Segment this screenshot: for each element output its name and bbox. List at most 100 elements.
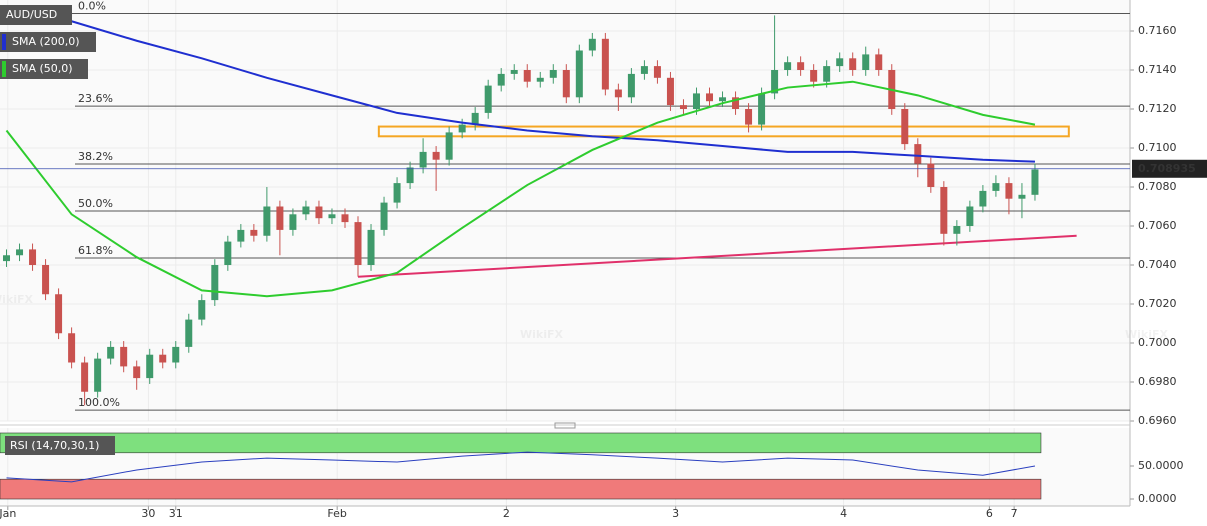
x-tick-label: Feb — [327, 507, 346, 520]
y-tick-label: 0.7120 — [1138, 102, 1177, 115]
candle-body — [276, 206, 284, 230]
candle-body — [771, 70, 779, 94]
candle-body — [432, 151, 440, 160]
y-tick-label: 0.7080 — [1138, 180, 1177, 193]
candle-body — [3, 255, 11, 262]
y-tick-label: 0.7060 — [1138, 219, 1177, 232]
candle-body — [497, 73, 505, 86]
candle-body — [341, 214, 349, 223]
legend-label: SMA (50,0) — [12, 62, 73, 75]
candle-body — [706, 93, 714, 102]
candle-body — [575, 50, 583, 98]
candle-body — [484, 85, 492, 113]
legend-box — [0, 32, 96, 52]
x-tick-label: 4 — [840, 507, 847, 520]
rsi-upper-band — [0, 432, 1042, 454]
candle-body — [627, 73, 635, 98]
legend-box — [0, 5, 72, 25]
y-tick-label: 0.7040 — [1138, 258, 1177, 271]
candle-body — [966, 206, 974, 227]
last-price-box — [1132, 159, 1207, 178]
x-tick-label: 2 — [503, 507, 510, 520]
candle-body — [406, 167, 414, 184]
candle-body — [810, 70, 818, 82]
candle-body — [16, 249, 24, 256]
candle-body — [510, 70, 518, 74]
candle-body — [692, 93, 700, 110]
divider-grip[interactable] — [554, 422, 576, 429]
candle-body — [940, 187, 948, 234]
candle-body — [784, 62, 792, 71]
candle-body — [263, 206, 271, 236]
x-tick-label: 31 — [169, 507, 183, 520]
candle-body — [445, 132, 453, 160]
candle-body — [666, 77, 674, 106]
candle-body — [562, 70, 570, 98]
candle-body — [380, 202, 388, 230]
legend-box — [0, 59, 88, 79]
y-tick-label: 0.7020 — [1138, 297, 1177, 310]
candle-body — [185, 319, 193, 347]
candle-body — [653, 66, 661, 78]
candle-body — [146, 354, 154, 379]
watermark: WikiFX — [0, 293, 34, 306]
rsi-lower-band — [0, 478, 1042, 500]
candle-body — [159, 354, 167, 363]
x-tick-label: 3 — [672, 507, 679, 520]
candle-body — [823, 66, 831, 82]
legend-label: AUD/USD — [6, 8, 57, 21]
legend-swatch — [2, 61, 6, 77]
y-tick-label: 0.7160 — [1138, 24, 1177, 37]
candle-body — [289, 214, 297, 230]
candle-body — [419, 151, 427, 168]
candle-body — [953, 226, 961, 234]
candle-body — [471, 112, 479, 125]
candle-body — [29, 249, 37, 266]
x-tick-label: Jan — [0, 507, 16, 520]
candle-body — [458, 124, 466, 133]
candle-body — [732, 97, 740, 110]
candle-body — [1005, 183, 1013, 199]
candle-body — [914, 144, 922, 164]
legend-box — [5, 436, 115, 455]
candle-body — [927, 163, 935, 188]
candle-body — [601, 38, 609, 90]
y-tick-label: 0.7000 — [1138, 336, 1177, 349]
candle-body — [849, 58, 857, 71]
y-tick-label: 0.7100 — [1138, 141, 1177, 154]
y-tick-label: 0.6980 — [1138, 375, 1177, 388]
sma-line — [6, 6, 1036, 163]
last-price-label: 0.708935 — [1138, 162, 1196, 175]
candle-body — [198, 300, 206, 320]
candle-body — [797, 62, 805, 71]
legend-swatch — [2, 34, 6, 50]
x-tick-label: 7 — [1011, 507, 1018, 520]
candle-body — [237, 229, 245, 242]
candle-body — [172, 346, 180, 363]
candle-body — [862, 54, 870, 71]
candle-body — [393, 183, 401, 203]
candle-body — [523, 70, 531, 82]
candle-body — [901, 109, 909, 145]
candle-body — [979, 190, 987, 207]
fib-label: 0.0% — [78, 0, 106, 12]
candle-body — [588, 38, 596, 51]
candle-body — [224, 241, 232, 266]
watermark: WikiFX — [520, 328, 564, 341]
fib-label: 100.0% — [78, 396, 120, 409]
fib-label: 38.2% — [78, 150, 113, 163]
candle-body — [315, 206, 323, 219]
candle-body — [42, 265, 50, 295]
candle-body — [81, 362, 89, 392]
candle-body — [758, 93, 766, 125]
candle-body — [992, 183, 1000, 191]
candle-body — [354, 222, 362, 266]
candle-body — [1031, 169, 1039, 195]
x-tick-label: 30 — [141, 507, 155, 520]
fib-label: 61.8% — [78, 244, 113, 257]
candle-body — [640, 66, 648, 74]
legend-label: RSI (14,70,30,1) — [10, 439, 99, 452]
candle-body — [120, 346, 128, 367]
candle-body — [719, 97, 727, 102]
